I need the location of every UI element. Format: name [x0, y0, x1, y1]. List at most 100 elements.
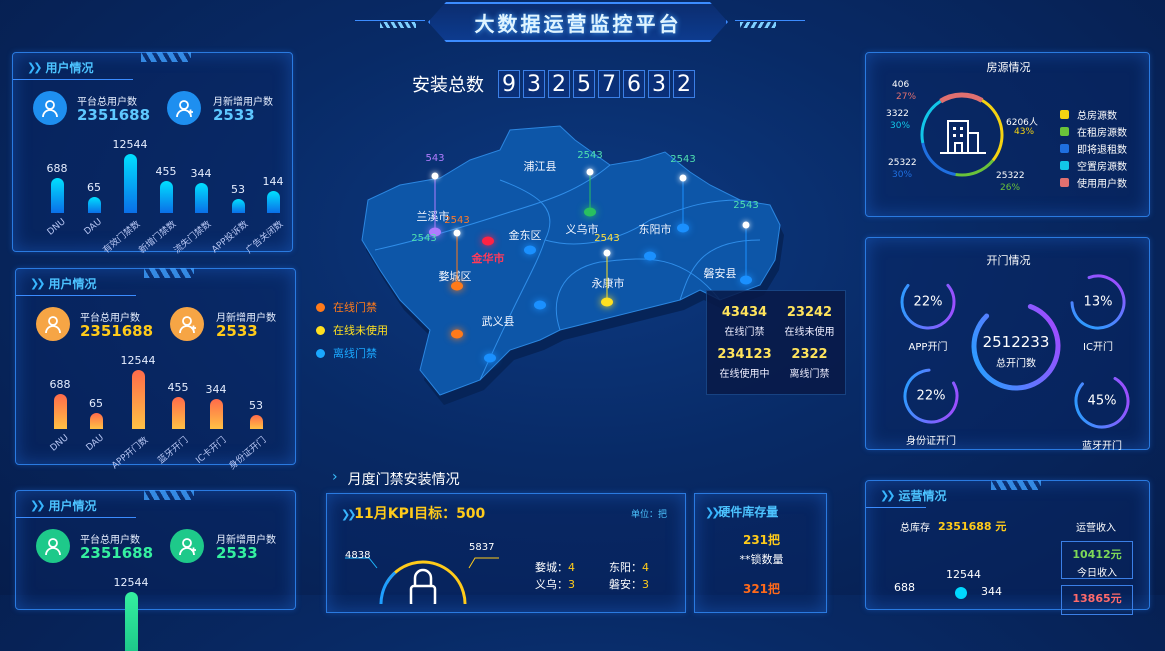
city-value: 4	[642, 561, 649, 574]
bar-value: 12544	[113, 576, 149, 590]
legend-dot-icon	[316, 348, 325, 358]
door-total-label: 总开门数	[996, 358, 1036, 370]
bar-value: 53	[249, 398, 263, 412]
map-pin-dot	[586, 168, 594, 176]
map-marker	[451, 281, 463, 291]
map-pin-value: 543	[425, 153, 445, 164]
legend-item: 在线未使用	[316, 322, 388, 338]
chevron-right-icon: ›	[332, 469, 338, 485]
today-income-box[interactable]: 10412元 今日收入	[1061, 541, 1133, 579]
map-region-label: 义乌市	[565, 223, 599, 236]
page-title: 大数据运营监控平台	[428, 2, 728, 42]
bar-value: 53	[231, 182, 245, 196]
map-marker	[584, 207, 596, 217]
donut-segment	[920, 93, 1004, 177]
map-stats-box: 43434 在线门禁 23242 在线未使用 234123 在线使用中 2322 离线门禁	[706, 290, 846, 395]
ops-chart-value: 688	[894, 581, 915, 594]
today-income-label: 今日收入	[1077, 568, 1117, 579]
double-chevron-icon: ❯❯	[30, 277, 46, 290]
panel-stripes	[144, 490, 194, 500]
new-users-value: 2533	[216, 544, 258, 562]
bar	[210, 399, 223, 429]
bar	[124, 154, 137, 213]
map-stat-label: 在线未使用	[784, 327, 835, 338]
stock-panel: ❯❯ 硬件库存量 231把 **锁数量 321把	[694, 493, 827, 613]
panel-stripes	[144, 268, 194, 278]
map-marker	[740, 275, 752, 285]
user-avatar-icon	[36, 307, 70, 341]
legend-item: 总房源数	[1060, 107, 1117, 122]
legend-swatch-icon	[1060, 110, 1069, 119]
divider	[16, 295, 136, 296]
city-name: 义乌：	[535, 578, 568, 591]
header-deco-left	[355, 20, 425, 21]
install-digit: 2	[548, 70, 570, 98]
city-name: 东阳：	[609, 561, 642, 574]
user-panel-2: ❯❯ 用户情况 平台总用户数 2351688 月新增用户数 2533 688 DNU 65 DAU…	[15, 268, 296, 472]
map-stat: 43434 在线门禁	[712, 305, 777, 339]
progress-ring	[900, 274, 956, 330]
new-user-avatar-icon	[167, 91, 201, 125]
legend-label: 即将退租数	[1077, 145, 1127, 156]
new-user-avatar-icon	[170, 307, 204, 341]
total-users-value: 2351688	[80, 322, 154, 340]
legend-item: 使用用户数	[1060, 175, 1127, 190]
segment-pct: 30%	[892, 170, 913, 180]
map-pin-line	[434, 176, 436, 232]
panel-title: 用户情况	[45, 61, 94, 75]
map-pin-value: 2543	[577, 150, 603, 161]
building-icon	[940, 120, 986, 154]
map-stat-label: 离线门禁	[789, 369, 830, 380]
bar-value: 688	[46, 161, 68, 175]
map-marker	[524, 245, 536, 255]
map-stat-value: 234123	[717, 347, 772, 362]
bar-value: 65	[89, 397, 103, 410]
map-stat: 234123 在线使用中	[712, 347, 777, 381]
map-region-label: 金华市	[471, 252, 505, 265]
ring-label: APP开门	[908, 342, 948, 353]
map-marker	[484, 353, 496, 363]
bar-value: 688	[49, 377, 71, 391]
ring-label: IC开门	[1083, 342, 1113, 353]
new-users-value: 2533	[213, 106, 255, 124]
stock-title-text: 硬件库存量	[718, 505, 779, 519]
total-users-label: 平台总用户数	[77, 97, 137, 108]
bar	[132, 370, 145, 429]
housing-donut	[919, 92, 1005, 178]
map-borders	[374, 164, 761, 381]
map-stat: 23242 在线未使用	[777, 305, 842, 339]
double-chevron-icon: ❯❯	[30, 499, 46, 512]
legend-item: 在线门禁	[316, 299, 377, 315]
legend-dot-icon	[316, 302, 325, 312]
map-stat-value: 2322	[791, 347, 828, 362]
ring-label: 身份证开门	[906, 436, 956, 447]
legend-label: 空置房源数	[1077, 162, 1127, 173]
double-chevron-icon: ❯❯	[27, 61, 43, 74]
legend-dot-icon	[316, 325, 325, 335]
ring-label: 蓝牙开门	[1082, 441, 1122, 452]
install-digit: 6	[623, 70, 645, 98]
install-digit: 2	[673, 70, 695, 98]
map-stat-value: 23242	[786, 305, 833, 320]
map-shape	[361, 125, 781, 396]
gauge-right-value: 5837	[469, 542, 495, 553]
progress-ring	[903, 368, 959, 424]
map-marker	[482, 236, 494, 246]
map-region-label: 兰溪市	[416, 210, 450, 223]
map-pin-line	[682, 178, 684, 228]
segment-value: 25322	[888, 158, 917, 168]
city-stat: 东阳：4	[609, 559, 649, 575]
map-marker	[451, 329, 463, 339]
city-name: 磐安：	[609, 578, 642, 591]
double-chevron-icon: ❯❯	[341, 508, 356, 521]
new-users-value: 2533	[216, 322, 258, 340]
second-income-box[interactable]: 13865元	[1061, 585, 1133, 615]
map-pin-line	[456, 233, 458, 286]
donut-segment	[920, 93, 1004, 177]
legend-label: 在租房源数	[1077, 128, 1127, 139]
map-region-label: 东阳市	[638, 223, 672, 236]
map-marker	[601, 297, 613, 307]
bar	[160, 181, 173, 213]
housing-panel: 房源情况 6206人 43% 总房源数 25322 26% 在租房源数 25322 30% 即将…	[865, 52, 1150, 217]
